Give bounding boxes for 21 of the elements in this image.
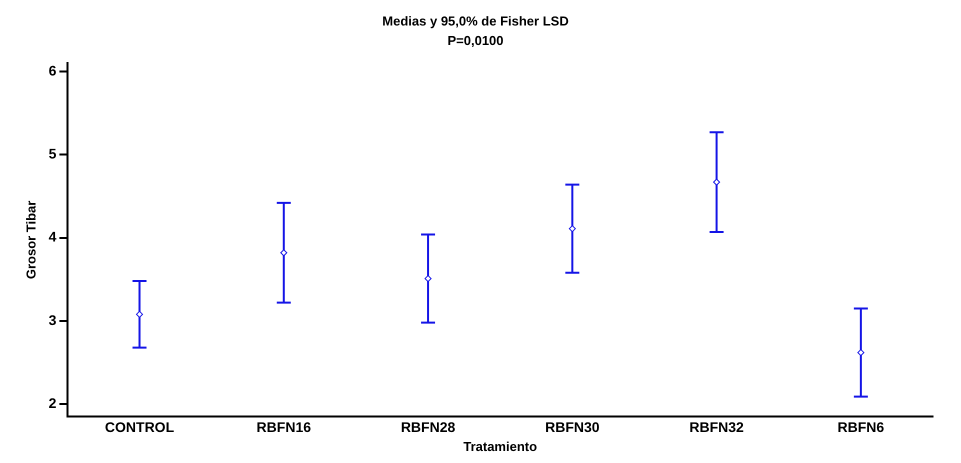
point bbox=[568, 225, 576, 232]
point bbox=[136, 310, 144, 318]
chart-subtitle: P=0,0100 bbox=[447, 32, 504, 48]
point bbox=[424, 275, 432, 282]
y-tick-label: 6 bbox=[48, 62, 57, 78]
x-tick-label: RBFN16 bbox=[256, 418, 312, 435]
y-tick-label: 3 bbox=[48, 312, 57, 328]
point bbox=[713, 178, 720, 186]
x-tick-label: RBFN28 bbox=[400, 418, 456, 435]
x-tick-label: CONTROL bbox=[104, 418, 175, 435]
y-tick-label: 4 bbox=[48, 228, 57, 245]
x-tick-label: RBFN32 bbox=[689, 418, 744, 435]
chart-title: Medias y 95,0% de Fisher LSD bbox=[382, 13, 569, 28]
x-axis-title: Tratamiento bbox=[463, 438, 538, 454]
y-tick-label: 2 bbox=[48, 394, 57, 411]
x-tick-label: RBFN30 bbox=[545, 418, 600, 435]
y-axis-title: Grosor Tibar bbox=[23, 200, 38, 280]
point bbox=[857, 349, 864, 356]
x-tick-label: RBFN6 bbox=[838, 418, 884, 435]
y-tick-label: 5 bbox=[48, 146, 57, 162]
point bbox=[280, 249, 288, 256]
